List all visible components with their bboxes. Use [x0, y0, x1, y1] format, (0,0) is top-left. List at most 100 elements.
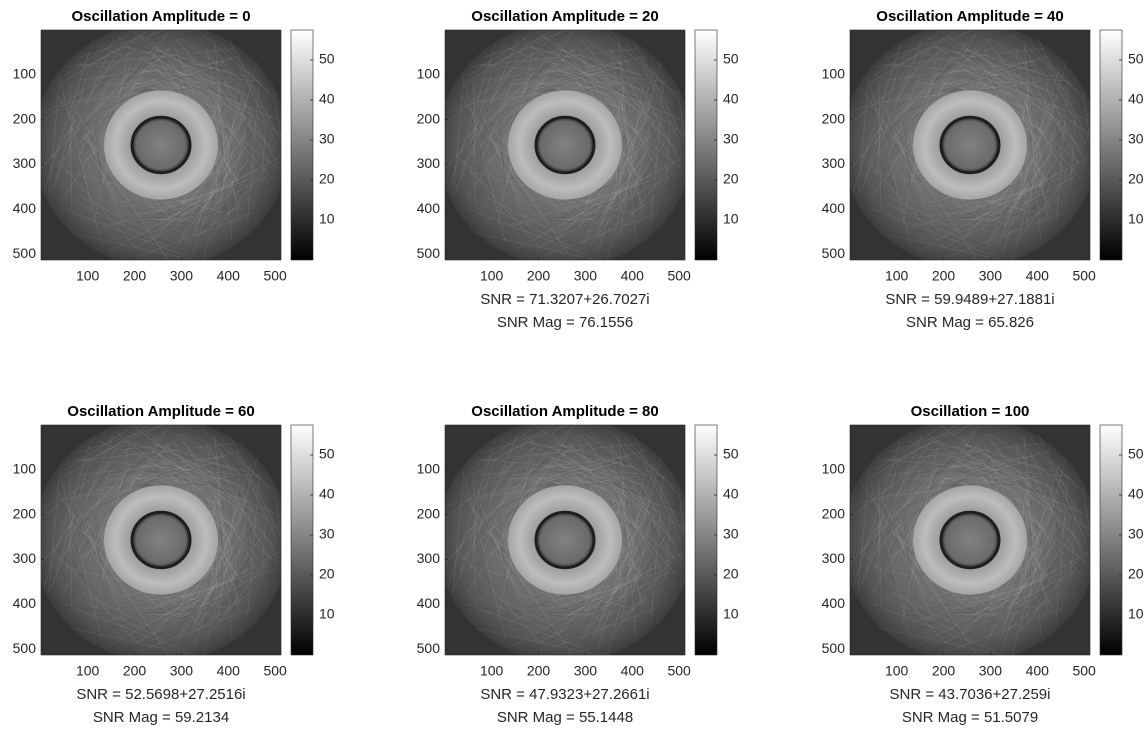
- snr-label: SNR = 59.9489+27.1881i: [885, 291, 1054, 308]
- x-tick-label: 400: [1026, 663, 1050, 679]
- image: [842, 22, 1099, 267]
- panel-title: Oscillation = 100: [911, 403, 1030, 420]
- colorbar-tick-label: 50: [319, 446, 335, 462]
- colorbar-tick-label: 20: [319, 566, 335, 582]
- colorbar-tick-label: 10: [319, 606, 335, 622]
- panel-title: Oscillation Amplitude = 40: [876, 8, 1063, 25]
- panel-title: Oscillation Amplitude = 80: [471, 403, 658, 420]
- x-tick-label: 300: [170, 663, 194, 679]
- y-tick-label: 500: [13, 245, 37, 261]
- x-tick-label: 200: [527, 268, 551, 284]
- y-tick-label: 300: [417, 155, 441, 171]
- x-tick-label: 200: [527, 663, 551, 679]
- x-tick-label: 100: [76, 268, 100, 284]
- panel-title: Oscillation Amplitude = 0: [71, 8, 250, 25]
- image: [33, 22, 290, 267]
- snr-label: SNR Mag = 51.5079: [902, 709, 1038, 726]
- colorbar-tick-label: 10: [319, 211, 335, 227]
- colorbar: [1099, 424, 1123, 656]
- y-tick-label: 100: [417, 65, 441, 81]
- image: [33, 417, 290, 662]
- x-tick-label: 500: [667, 268, 691, 284]
- axes-box: [849, 424, 1091, 656]
- colorbar-tick-label: 40: [319, 486, 335, 502]
- y-tick-label: 400: [13, 200, 37, 216]
- y-tick-label: 100: [417, 460, 441, 476]
- colorbar-tick-label: 30: [1128, 526, 1144, 542]
- colorbar-tick-label: 40: [1128, 91, 1144, 107]
- x-tick-label: 100: [480, 663, 504, 679]
- colorbar: [290, 424, 314, 656]
- x-tick-label: 300: [170, 268, 194, 284]
- y-tick-label: 100: [13, 460, 37, 476]
- snr-label: SNR Mag = 55.1448: [497, 709, 633, 726]
- x-tick-label: 100: [885, 268, 909, 284]
- y-tick-label: 300: [13, 550, 37, 566]
- colorbar-tick-label: 20: [319, 171, 335, 187]
- snr-label: SNR Mag = 59.2134: [93, 709, 229, 726]
- panel-title: Oscillation Amplitude = 20: [471, 8, 658, 25]
- x-tick-label: 400: [1026, 268, 1050, 284]
- y-tick-label: 400: [13, 595, 37, 611]
- colorbar-tick-label: 10: [723, 211, 739, 227]
- x-tick-label: 500: [1072, 663, 1096, 679]
- axes-box: [40, 424, 282, 656]
- y-tick-label: 100: [822, 65, 846, 81]
- axes-box: [849, 29, 1091, 261]
- colorbar-tick-label: 50: [723, 446, 739, 462]
- y-tick-label: 500: [417, 245, 441, 261]
- x-tick-label: 200: [123, 663, 147, 679]
- y-tick-label: 500: [822, 640, 846, 656]
- colorbar-tick-label: 30: [1128, 131, 1144, 147]
- y-tick-label: 400: [822, 595, 846, 611]
- colorbar: [694, 424, 718, 656]
- colorbar-tick-label: 50: [1128, 51, 1144, 67]
- y-tick-label: 400: [822, 200, 846, 216]
- y-tick-label: 300: [13, 155, 37, 171]
- x-tick-label: 500: [263, 663, 287, 679]
- colorbar-tick-label: 40: [319, 91, 335, 107]
- y-tick-label: 100: [822, 460, 846, 476]
- axes-box: [444, 424, 686, 656]
- x-tick-label: 100: [885, 663, 909, 679]
- colorbar-tick-label: 30: [319, 131, 335, 147]
- colorbar: [1099, 29, 1123, 261]
- axes-box: [444, 29, 686, 261]
- x-tick-label: 500: [263, 268, 287, 284]
- colorbar-tick-label: 10: [1128, 211, 1144, 227]
- colorbar-tick-label: 20: [723, 566, 739, 582]
- y-tick-label: 200: [417, 505, 441, 521]
- x-tick-label: 300: [574, 268, 598, 284]
- x-tick-label: 400: [621, 663, 645, 679]
- colorbar-tick-label: 40: [1128, 486, 1144, 502]
- x-tick-label: 200: [932, 663, 956, 679]
- x-tick-label: 300: [979, 268, 1003, 284]
- snr-label: SNR = 43.7036+27.259i: [890, 686, 1051, 703]
- colorbar: [694, 29, 718, 261]
- colorbar-tick-label: 40: [723, 486, 739, 502]
- snr-label: SNR Mag = 65.826: [906, 314, 1034, 331]
- axes-box: [40, 29, 282, 261]
- y-tick-label: 300: [822, 550, 846, 566]
- x-tick-label: 300: [574, 663, 598, 679]
- colorbar-tick-label: 10: [1128, 606, 1144, 622]
- colorbar-tick-label: 30: [723, 526, 739, 542]
- y-tick-label: 200: [417, 110, 441, 126]
- snr-label: SNR = 71.3207+26.7027i: [480, 291, 649, 308]
- colorbar-tick-label: 40: [723, 91, 739, 107]
- image: [437, 22, 694, 267]
- y-tick-label: 500: [417, 640, 441, 656]
- x-tick-label: 300: [979, 663, 1003, 679]
- colorbar-tick-label: 20: [1128, 566, 1144, 582]
- snr-label: SNR Mag = 76.1556: [497, 314, 633, 331]
- snr-label: SNR = 52.5698+27.2516i: [76, 686, 245, 703]
- x-tick-label: 200: [123, 268, 147, 284]
- colorbar-tick-label: 20: [1128, 171, 1144, 187]
- colorbar-tick-label: 10: [723, 606, 739, 622]
- image: [842, 417, 1099, 662]
- colorbar-tick-label: 50: [319, 51, 335, 67]
- colorbar-tick-label: 50: [1128, 446, 1144, 462]
- image: [437, 417, 694, 662]
- y-tick-label: 400: [417, 200, 441, 216]
- x-tick-label: 400: [217, 268, 241, 284]
